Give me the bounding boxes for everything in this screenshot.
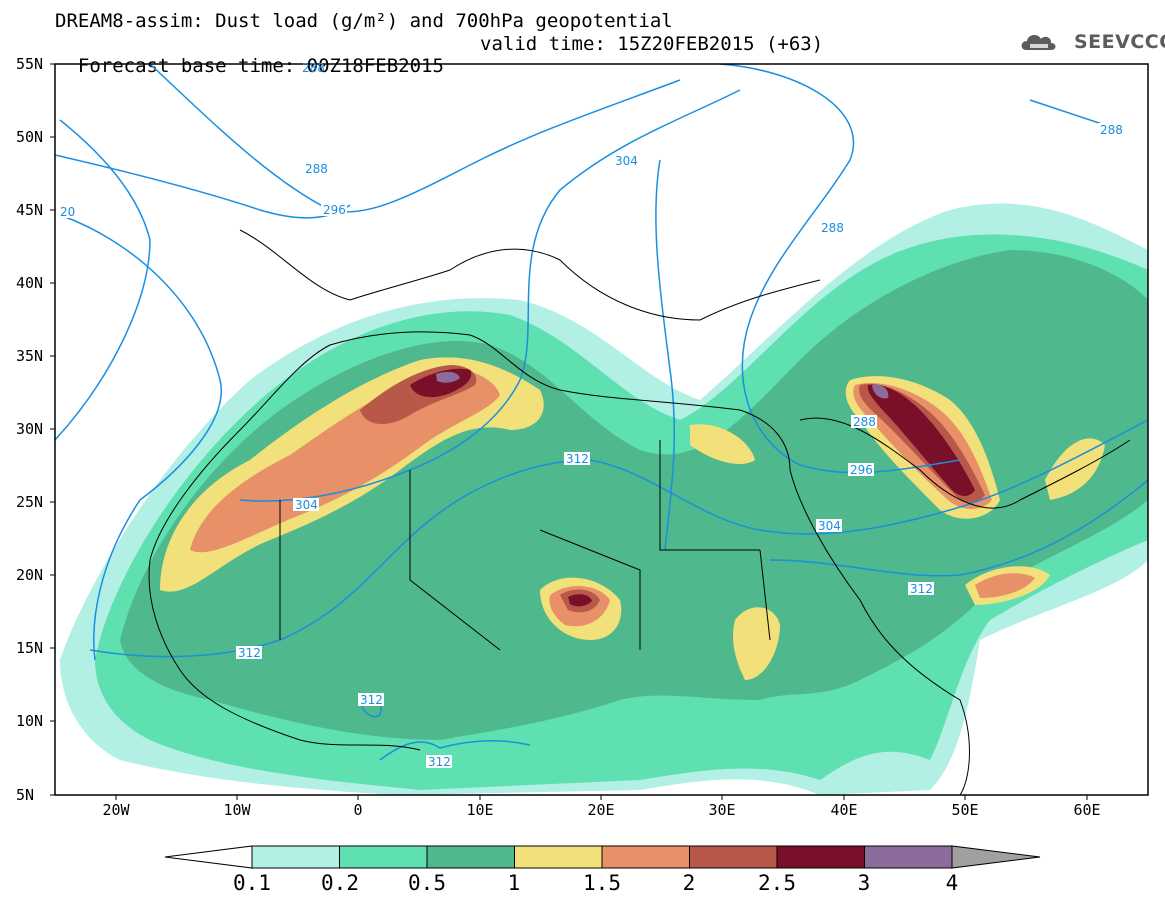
logo-text: SEEVCCC — [1074, 31, 1165, 53]
coastline-west-africa — [148, 559, 421, 751]
lon-tick-label: 60E — [1073, 801, 1101, 819]
coastline-arabia — [799, 417, 1131, 509]
contour-label: 304 — [818, 519, 841, 533]
dust-band-1.5 — [190, 369, 500, 553]
border — [279, 440, 771, 651]
lat-tick-label: 40N — [16, 274, 44, 292]
lon-tick-label: 10E — [466, 801, 494, 819]
lat-tick-label: 25N — [16, 493, 44, 511]
lat-tick-label: 5N — [16, 786, 35, 804]
contour-label: 304 — [295, 498, 318, 512]
contour-label: 312 — [910, 582, 933, 596]
lat-tick-label: 55N — [16, 55, 44, 73]
lon-tick-label: 10W — [223, 801, 251, 819]
colorbar-label: 0.5 — [408, 871, 446, 895]
dust-band-0.5 — [120, 250, 1148, 740]
map-title: DREAM8-assim: Dust load (g/m²) and 700hP… — [55, 10, 673, 32]
contour-label: 304 — [615, 154, 638, 168]
contour-line — [719, 64, 961, 474]
contour-label: 312 — [566, 452, 589, 466]
lon-tick-label: 20W — [102, 801, 130, 819]
contour-line — [55, 154, 351, 219]
coastline-europe — [239, 229, 821, 321]
colorbar-label: 4 — [945, 871, 959, 895]
forecast-base-time: Forecast base time: 00Z18FEB2015 — [77, 55, 444, 77]
contour-label: 312 — [238, 646, 261, 660]
lat-tick-label: 35N — [16, 347, 44, 365]
contour-label: 296 — [323, 203, 346, 217]
lat-tick-label: 10N — [16, 712, 44, 730]
lat-tick-label: 15N — [16, 639, 44, 657]
contour-label: 288 — [821, 221, 844, 235]
contour-line — [59, 214, 223, 661]
contour-label: 296 — [850, 463, 873, 477]
valid-time: valid time: 15Z20FEB2015 (+63) — [480, 33, 824, 55]
colorbar-label: 0.2 — [321, 871, 359, 895]
contour-label: 288 — [302, 61, 325, 75]
contour-label: 312 — [428, 755, 451, 769]
lon-tick-label: 20E — [587, 801, 615, 819]
lon-tick-label: 0 — [353, 801, 363, 819]
colorbar-label: 2.5 — [758, 871, 796, 895]
cloud-logo-icon — [1021, 35, 1056, 50]
tick-marks — [50, 63, 1088, 800]
contour-line — [239, 89, 741, 502]
coastline-africa — [149, 331, 970, 795]
contour-line — [655, 159, 676, 551]
colorbar-label: 3 — [857, 871, 871, 895]
dust-band-3 — [436, 371, 460, 383]
contour-label: 288 — [853, 415, 876, 429]
contour-line — [379, 739, 531, 761]
lat-tick-label: 30N — [16, 420, 44, 438]
contour-label: 288 — [305, 162, 328, 176]
contour-label: 288 — [1100, 123, 1123, 137]
contour-line — [149, 64, 681, 213]
lon-tick-label: 50E — [951, 801, 979, 819]
forecast-times: Forecast base time: 00Z18FEB2015 valid t… — [55, 33, 823, 99]
colorbar-label: 1 — [507, 871, 521, 895]
lat-tick-label: 20N — [16, 566, 44, 584]
lon-tick-label: 30E — [708, 801, 736, 819]
contour-line — [55, 119, 151, 441]
coastlines — [148, 229, 1131, 795]
lat-tick-label: 45N — [16, 201, 44, 219]
colorbar-label: 0.1 — [233, 871, 271, 895]
colorbar-label: 2 — [682, 871, 696, 895]
contour-line — [769, 479, 1148, 577]
colorbar-label: 1.5 — [583, 871, 621, 895]
contour-labels: 288 288 296 304 288 288 296 304 312 312 … — [58, 61, 1124, 769]
contour-label: 312 — [360, 693, 383, 707]
contour-label: 20 — [60, 205, 75, 219]
lat-tick-label: 50N — [16, 128, 44, 146]
lon-tick-label: 40E — [830, 801, 858, 819]
dust-fields — [60, 203, 1148, 795]
